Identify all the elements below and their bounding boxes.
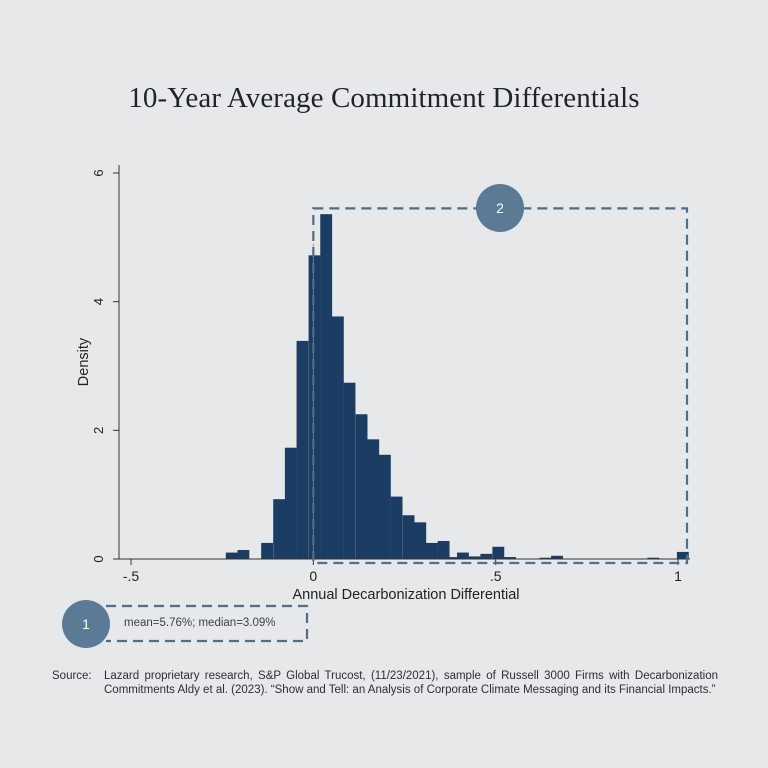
y-tick-label: 0 xyxy=(91,555,106,562)
histogram-bar xyxy=(504,557,516,559)
y-tick-label: 4 xyxy=(91,298,106,305)
histogram-bar xyxy=(390,496,403,559)
histogram-bar xyxy=(402,515,415,559)
histogram-bar xyxy=(647,557,660,559)
histogram-bar xyxy=(343,382,356,559)
source-text: Lazard proprietary research, S&P Global … xyxy=(104,670,718,696)
histogram-bar xyxy=(237,549,250,559)
y-axis-label: Density xyxy=(76,337,92,386)
histogram-bar xyxy=(225,552,238,559)
badge-1-circle xyxy=(62,600,110,648)
histogram-bar xyxy=(426,542,438,559)
histogram-bar xyxy=(367,439,380,559)
histogram-bar xyxy=(320,214,333,559)
histogram-bar xyxy=(308,255,321,559)
histogram-bar xyxy=(378,454,391,559)
histogram-bar xyxy=(480,553,493,559)
x-axis-label: Annual Decarbonization Differential xyxy=(292,587,519,603)
stats-text: mean=5.76%; median=3.09% xyxy=(124,617,276,629)
source-label: Source: xyxy=(52,670,92,682)
histogram-bar xyxy=(492,546,505,559)
stats-box xyxy=(106,604,309,643)
highlight-box-2 xyxy=(312,207,689,565)
badge-2-label: 2 xyxy=(496,200,504,216)
histogram-bar xyxy=(414,522,427,559)
histogram-bar xyxy=(676,551,689,559)
x-tick-label: -.5 xyxy=(123,568,140,584)
histogram-bar xyxy=(296,340,309,559)
badge-2-circle xyxy=(476,184,524,232)
histogram-bar xyxy=(539,557,552,559)
source-note: Source: Lazard proprietary research, S&P… xyxy=(52,669,718,697)
y-tick-label: 2 xyxy=(91,427,106,434)
histogram-bar xyxy=(551,555,563,559)
histogram-bar xyxy=(331,316,344,559)
x-tick-label: 0 xyxy=(309,568,317,584)
x-tick-label: 1 xyxy=(674,568,682,584)
badge-1-label: 1 xyxy=(82,616,90,632)
histogram-bar xyxy=(261,542,274,559)
x-tick-label: .5 xyxy=(490,568,502,584)
histogram-bar xyxy=(355,414,368,559)
histogram-bar xyxy=(457,552,469,559)
histogram-bar xyxy=(449,557,462,559)
histogram-bar xyxy=(468,556,481,559)
chart-title: 10-Year Average Commitment Differentials xyxy=(128,82,640,114)
histogram-bar xyxy=(437,540,450,559)
histogram-bar xyxy=(284,447,297,559)
histogram-bar xyxy=(273,499,286,559)
y-tick-label: 6 xyxy=(91,169,106,176)
